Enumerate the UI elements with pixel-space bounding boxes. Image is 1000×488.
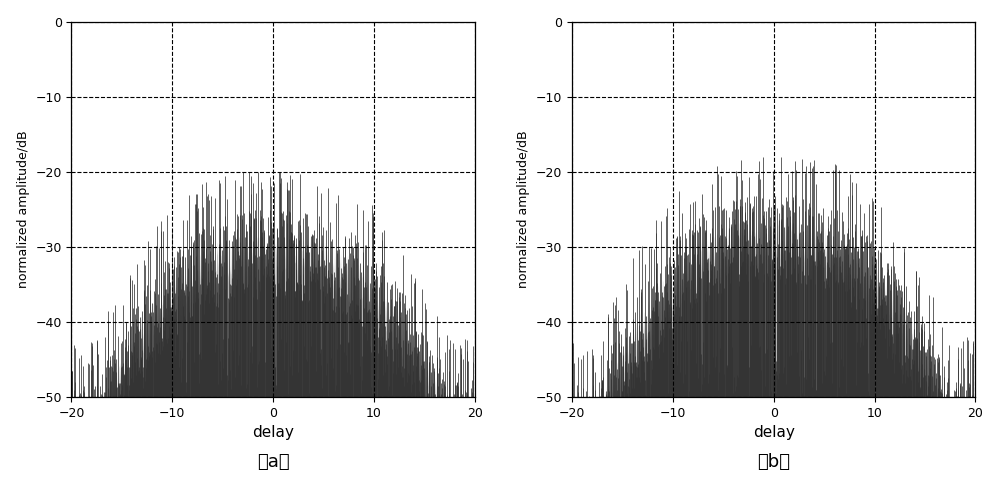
Text: （a）: （a） — [257, 453, 289, 471]
X-axis label: delay: delay — [252, 425, 294, 440]
Y-axis label: normalized amplitude/dB: normalized amplitude/dB — [517, 130, 530, 288]
X-axis label: delay: delay — [753, 425, 795, 440]
Y-axis label: normalized amplitude/dB: normalized amplitude/dB — [17, 130, 30, 288]
Text: （b）: （b） — [757, 453, 790, 471]
